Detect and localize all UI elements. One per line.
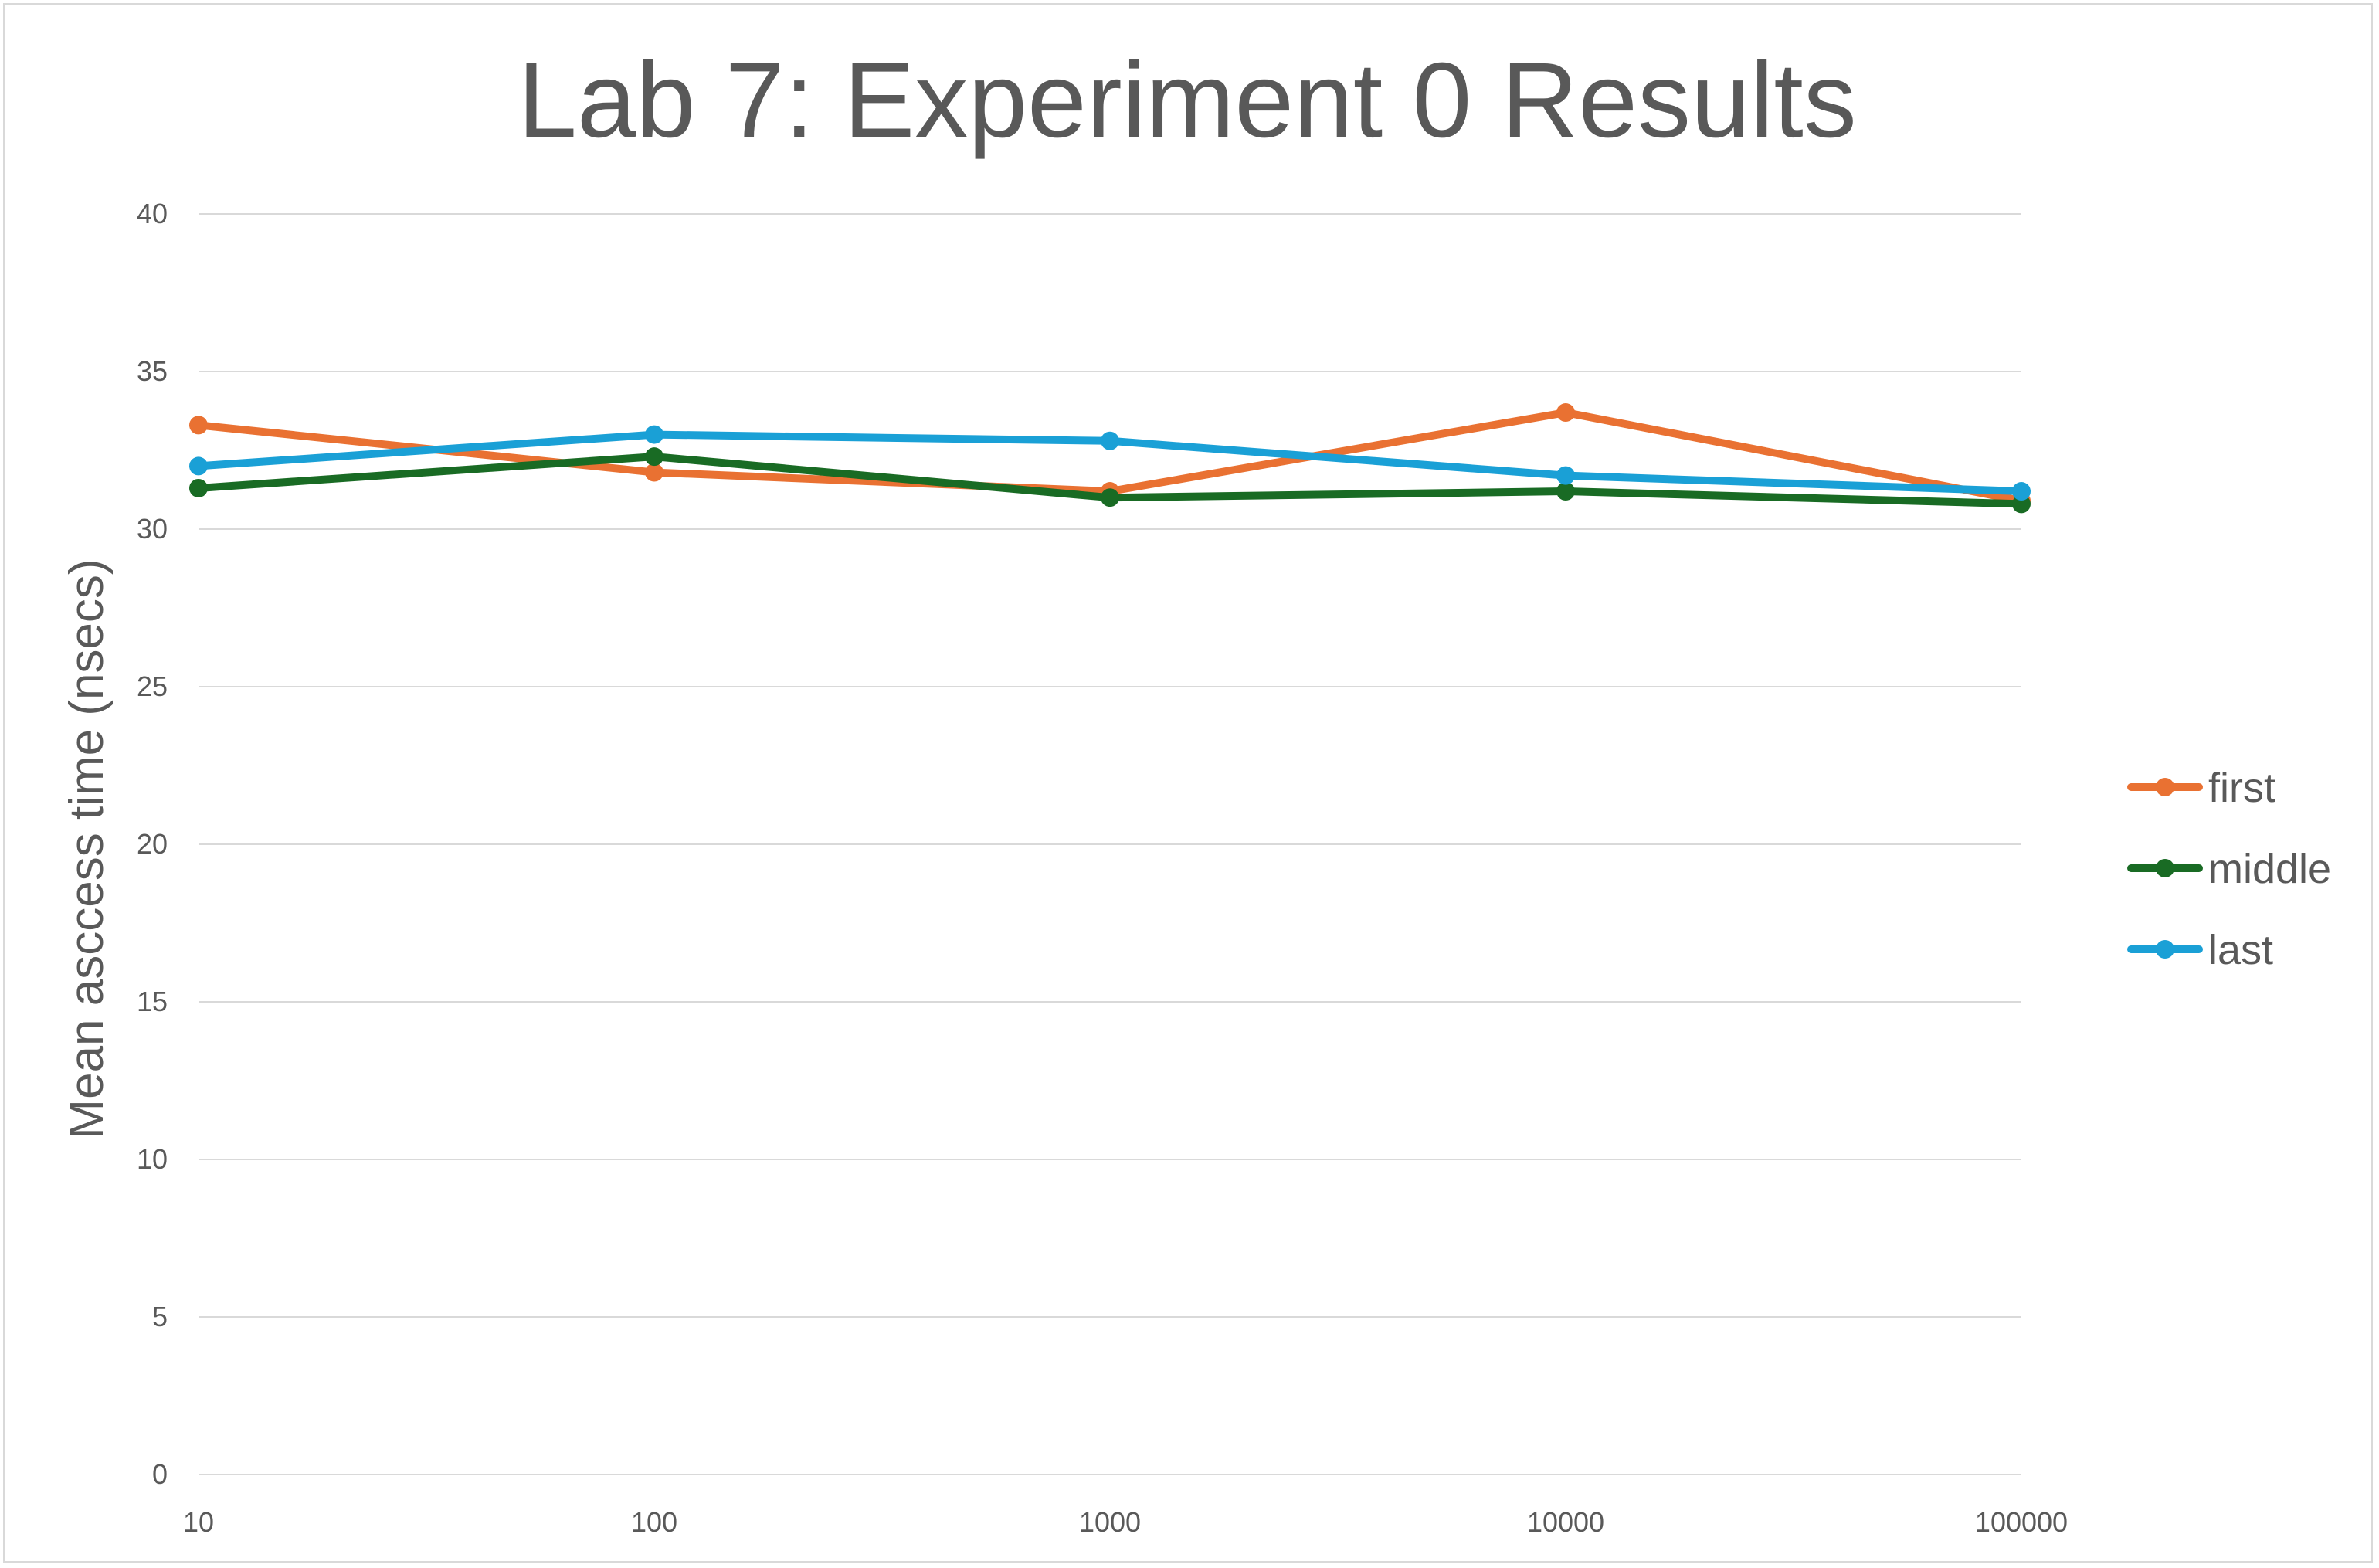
y-tick-label: 10 xyxy=(137,1143,168,1175)
data-point-middle xyxy=(645,447,663,467)
data-point-last xyxy=(2012,482,2031,501)
series-lines xyxy=(189,403,2031,514)
y-tick-label: 20 xyxy=(137,828,168,860)
y-tick-label: 40 xyxy=(137,198,168,229)
gridlines xyxy=(199,213,2021,1475)
series-last xyxy=(189,425,2031,501)
legend-item-middle: middle xyxy=(2127,846,2331,892)
legend-marker xyxy=(2156,940,2174,959)
chart-title: Lab 7: Experiment 0 Results xyxy=(518,41,1857,160)
data-point-first xyxy=(189,416,208,435)
line-chart: Lab 7: Experiment 0 Results 0 5 10 15 20 25 30… xyxy=(60,41,2331,1538)
x-tick-label: 100000 xyxy=(1975,1506,2068,1538)
legend-marker xyxy=(2156,859,2174,877)
series-middle xyxy=(189,447,2031,514)
data-point-last xyxy=(645,425,663,444)
y-tick-label: 15 xyxy=(137,986,168,1017)
legend-label: middle xyxy=(2208,846,2331,892)
y-tick-label: 35 xyxy=(137,355,168,387)
legend-item-last: last xyxy=(2127,927,2273,973)
legend-label: last xyxy=(2208,927,2273,973)
chart-frame: Lab 7: Experiment 0 Results 0 5 10 15 20 25 30… xyxy=(3,3,2373,1563)
data-point-last xyxy=(1101,431,1119,450)
data-point-last xyxy=(1556,466,1575,485)
data-point-middle xyxy=(189,478,208,497)
data-point-first xyxy=(1556,403,1575,423)
data-point-middle xyxy=(1556,482,1575,501)
x-axis-tick-labels: 10 100 1000 10000 100000 xyxy=(183,1506,2068,1538)
y-tick-label: 25 xyxy=(137,670,168,702)
y-tick-label: 30 xyxy=(137,513,168,545)
x-tick-label: 10000 xyxy=(1527,1506,1604,1538)
data-point-last xyxy=(189,456,208,476)
legend-item-first: first xyxy=(2127,765,2275,811)
legend-marker xyxy=(2156,778,2174,796)
y-tick-label: 5 xyxy=(152,1301,168,1332)
x-tick-label: 100 xyxy=(631,1506,677,1538)
x-tick-label: 10 xyxy=(183,1506,214,1538)
legend: first middle last xyxy=(2127,765,2331,973)
y-axis-tick-labels: 0 5 10 15 20 25 30 35 40 xyxy=(137,198,168,1490)
y-axis-title: Mean asccess time (nsecs) xyxy=(60,558,114,1139)
legend-label: first xyxy=(2208,765,2275,811)
y-tick-label: 0 xyxy=(152,1458,168,1490)
x-tick-label: 1000 xyxy=(1079,1506,1141,1538)
data-point-middle xyxy=(1101,488,1119,507)
data-point-first xyxy=(645,463,663,482)
